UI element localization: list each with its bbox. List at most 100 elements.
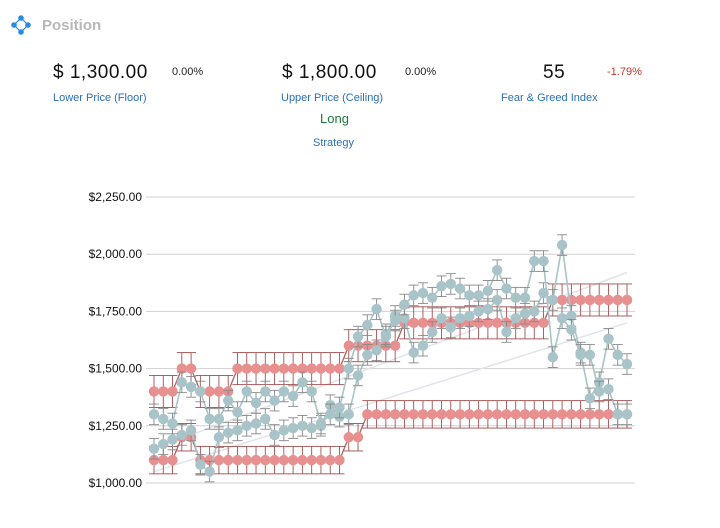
data-point: [297, 377, 308, 388]
data-point: [260, 454, 271, 466]
data-point: [538, 317, 549, 329]
data-point: [278, 386, 290, 397]
data-point: [547, 294, 559, 306]
data-point: [445, 278, 456, 290]
data-point: [306, 454, 317, 466]
data-point: [427, 409, 438, 420]
data-point: [176, 363, 188, 374]
data-point: [584, 409, 596, 420]
data-point: [343, 432, 354, 443]
data-point: [315, 418, 327, 429]
data-point: [417, 317, 429, 329]
data-point: [473, 409, 484, 420]
data-point: [269, 454, 280, 466]
data-point: [380, 331, 392, 342]
data-point: [473, 306, 484, 317]
fear-greed-change: -1.79%: [607, 66, 642, 78]
data-point: [454, 283, 466, 294]
data-point: [389, 315, 401, 326]
data-point: [603, 333, 614, 345]
data-point: [491, 265, 503, 276]
fear-greed-label[interactable]: Fear & Greed Index: [501, 92, 598, 104]
header: Position: [10, 10, 101, 40]
data-point: [278, 363, 290, 374]
data-point: [399, 409, 410, 420]
data-point: [427, 326, 438, 338]
strategy-label[interactable]: Strategy: [313, 137, 354, 149]
floor-value: $ 1,300.00: [53, 62, 148, 83]
data-point: [241, 363, 252, 374]
data-point: [315, 363, 327, 374]
data-point: [473, 290, 484, 301]
data-point: [510, 313, 521, 324]
data-point: [556, 409, 568, 420]
series-line: [154, 413, 627, 461]
data-point: [417, 287, 429, 299]
data-point: [158, 454, 169, 466]
position-icon: [11, 15, 31, 35]
data-point: [519, 409, 531, 420]
data-point: [482, 317, 494, 329]
data-point: [213, 454, 225, 466]
data-point: [185, 381, 197, 393]
data-point: [297, 363, 308, 374]
data-point: [167, 434, 178, 445]
y-tick-label: $1,750.00: [89, 304, 143, 318]
data-point: [362, 409, 373, 420]
data-point: [213, 386, 225, 397]
data-point: [584, 349, 596, 361]
data-point: [445, 322, 456, 333]
page-title: Position: [42, 16, 102, 34]
ceiling-value: $ 1,800.00: [282, 62, 377, 83]
chart-series: [148, 234, 633, 483]
data-point: [250, 454, 262, 466]
data-point: [510, 292, 521, 303]
data-point: [612, 294, 623, 306]
data-point: [325, 454, 336, 466]
floor-label[interactable]: Lower Price (Floor): [53, 92, 147, 104]
data-point: [287, 422, 299, 434]
data-point: [306, 363, 317, 374]
data-point: [250, 363, 262, 374]
data-point: [593, 409, 605, 420]
data-point: [621, 409, 633, 420]
data-point: [241, 386, 252, 397]
data-point: [501, 283, 512, 294]
data-point: [306, 386, 317, 397]
data-point: [464, 310, 475, 322]
data-point: [417, 340, 429, 351]
data-point: [167, 418, 178, 429]
data-point: [343, 363, 354, 374]
data-point: [362, 319, 373, 331]
data-point: [371, 409, 382, 420]
data-point: [436, 313, 447, 324]
data-point: [519, 308, 531, 319]
data-point: [575, 294, 586, 306]
data-point: [371, 345, 382, 356]
data-point: [399, 299, 410, 310]
ceiling-label[interactable]: Upper Price (Ceiling): [281, 92, 384, 104]
data-point: [176, 377, 188, 388]
data-point: [547, 409, 559, 420]
data-point: [603, 294, 614, 306]
data-point: [529, 306, 540, 317]
data-point: [352, 331, 364, 342]
data-point: [408, 290, 419, 301]
data-point: [612, 349, 623, 361]
data-point: [362, 349, 373, 361]
data-point: [222, 395, 234, 406]
data-point: [547, 351, 559, 363]
data-point: [232, 454, 243, 466]
data-point: [287, 363, 299, 374]
data-point: [436, 281, 447, 292]
data-point: [482, 285, 494, 297]
data-point: [575, 409, 586, 420]
y-tick-label: $1,250.00: [89, 419, 143, 433]
data-point: [538, 255, 549, 267]
data-point: [584, 294, 596, 306]
data-point: [538, 409, 549, 420]
data-point: [593, 386, 605, 397]
data-point: [260, 413, 271, 425]
data-point: [204, 466, 215, 477]
